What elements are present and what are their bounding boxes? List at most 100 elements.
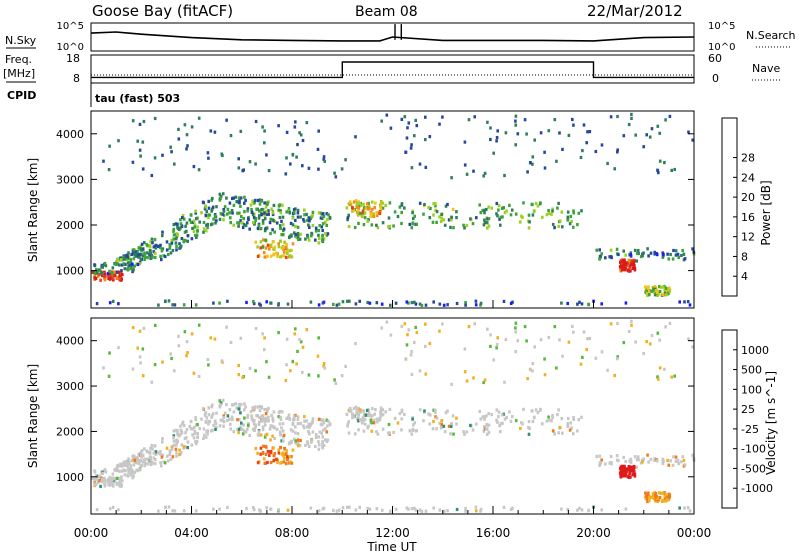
velocity-cell: [483, 417, 486, 421]
power-cell: [282, 247, 285, 251]
power-cell: [212, 217, 215, 221]
velocity-cell: [189, 427, 193, 431]
power-cell: [194, 303, 198, 307]
velocity-cell: [291, 448, 295, 452]
velocity-cell: [504, 338, 508, 342]
velocity-cell: [327, 419, 330, 423]
power-cell: [514, 114, 518, 118]
velocity-cell: [658, 338, 661, 342]
velocity-cell: [141, 347, 145, 351]
power-cell: [664, 118, 667, 122]
power-cell: [171, 303, 174, 307]
velocity-cell: [95, 474, 98, 478]
power-cell: [487, 224, 491, 228]
velocity-cell: [206, 432, 209, 436]
power-cell: [209, 129, 213, 133]
power-cell: [380, 302, 384, 306]
velocity-cell: [486, 423, 489, 428]
velocity-cell: [648, 499, 651, 503]
velocity-cell: [323, 366, 326, 370]
power-cell: [616, 114, 619, 119]
velocity-cell: [633, 455, 637, 459]
power-cell: [514, 119, 517, 123]
power-cell: [294, 120, 297, 124]
velocity-cell: [100, 477, 104, 482]
velocity-cell: [218, 507, 221, 511]
power-cell: [646, 291, 649, 295]
power-cell: [410, 166, 414, 170]
power-cell: [650, 289, 654, 293]
power-cell: [162, 254, 165, 258]
power-cell: [496, 214, 499, 218]
velocity-cell: [244, 405, 247, 409]
velocity-cell: [389, 333, 393, 337]
power-cell: [418, 302, 422, 306]
power-cell: [134, 250, 137, 254]
velocity-cell: [103, 484, 107, 488]
velocity-cell: [148, 450, 152, 454]
power-cell: [321, 234, 324, 238]
power-cell: [624, 253, 627, 257]
velocity-cell: [355, 412, 359, 416]
velocity-cell: [112, 476, 116, 480]
power-cell: [215, 219, 218, 223]
power-cell: [357, 200, 360, 204]
velocity-cell: [281, 422, 285, 426]
velocity-cell: [298, 338, 301, 342]
velocity-cell: [474, 509, 478, 513]
power-cell: [138, 252, 141, 256]
velocity-cell: [432, 506, 435, 510]
power-cell: [354, 199, 358, 203]
velocity-cell: [309, 423, 312, 427]
velocity-cell: [509, 419, 513, 423]
velocity-cell: [528, 426, 531, 430]
power-cell: [623, 258, 626, 262]
velocity-cell: [551, 414, 554, 418]
power-cell: [396, 214, 400, 219]
velocity-cell: [258, 404, 262, 409]
velocity-cell: [352, 406, 356, 411]
power-cell: [116, 262, 119, 266]
power-cell: [317, 241, 321, 245]
power-cell: [328, 216, 332, 220]
power-cell: [131, 270, 134, 274]
power-cell: [204, 229, 208, 233]
power-cell: [509, 301, 513, 305]
power-cell: [682, 252, 686, 256]
velocity-cell: [432, 419, 435, 424]
velocity-cell: [226, 505, 229, 509]
power-cell: [93, 276, 96, 280]
velocity-cell: [646, 492, 650, 497]
power-cell: [463, 140, 467, 144]
power-cell: [403, 115, 407, 119]
power-cell: [179, 244, 183, 248]
velocity-colorbar-label: 500: [741, 364, 762, 377]
velocity-cell: [358, 408, 362, 412]
velocity-cell: [272, 446, 275, 450]
velocity-cell: [289, 369, 292, 373]
power-cell: [131, 262, 134, 266]
velocity-cell: [192, 436, 196, 440]
velocity-cell: [400, 408, 404, 412]
velocity-cell: [201, 407, 205, 411]
power-cell: [558, 219, 562, 223]
power-cell: [633, 266, 637, 270]
power-cell: [439, 219, 443, 224]
velocity-cell: [288, 460, 292, 464]
power-cell: [282, 229, 285, 233]
power-cell: [354, 135, 357, 139]
velocity-cell: [495, 418, 498, 422]
power-cell: [526, 170, 529, 174]
velocity-cell: [502, 412, 505, 416]
power-cell: [633, 264, 636, 268]
power-cell: [195, 233, 199, 237]
velocity-cell: [181, 420, 185, 424]
power-cell: [424, 165, 428, 169]
power-cell: [266, 201, 269, 206]
velocity-cell: [334, 381, 338, 385]
velocity-cell: [674, 455, 678, 459]
power-cell: [259, 246, 262, 250]
velocity-cell: [440, 423, 443, 427]
power-cell: [558, 131, 561, 135]
power-cell: [229, 221, 232, 225]
